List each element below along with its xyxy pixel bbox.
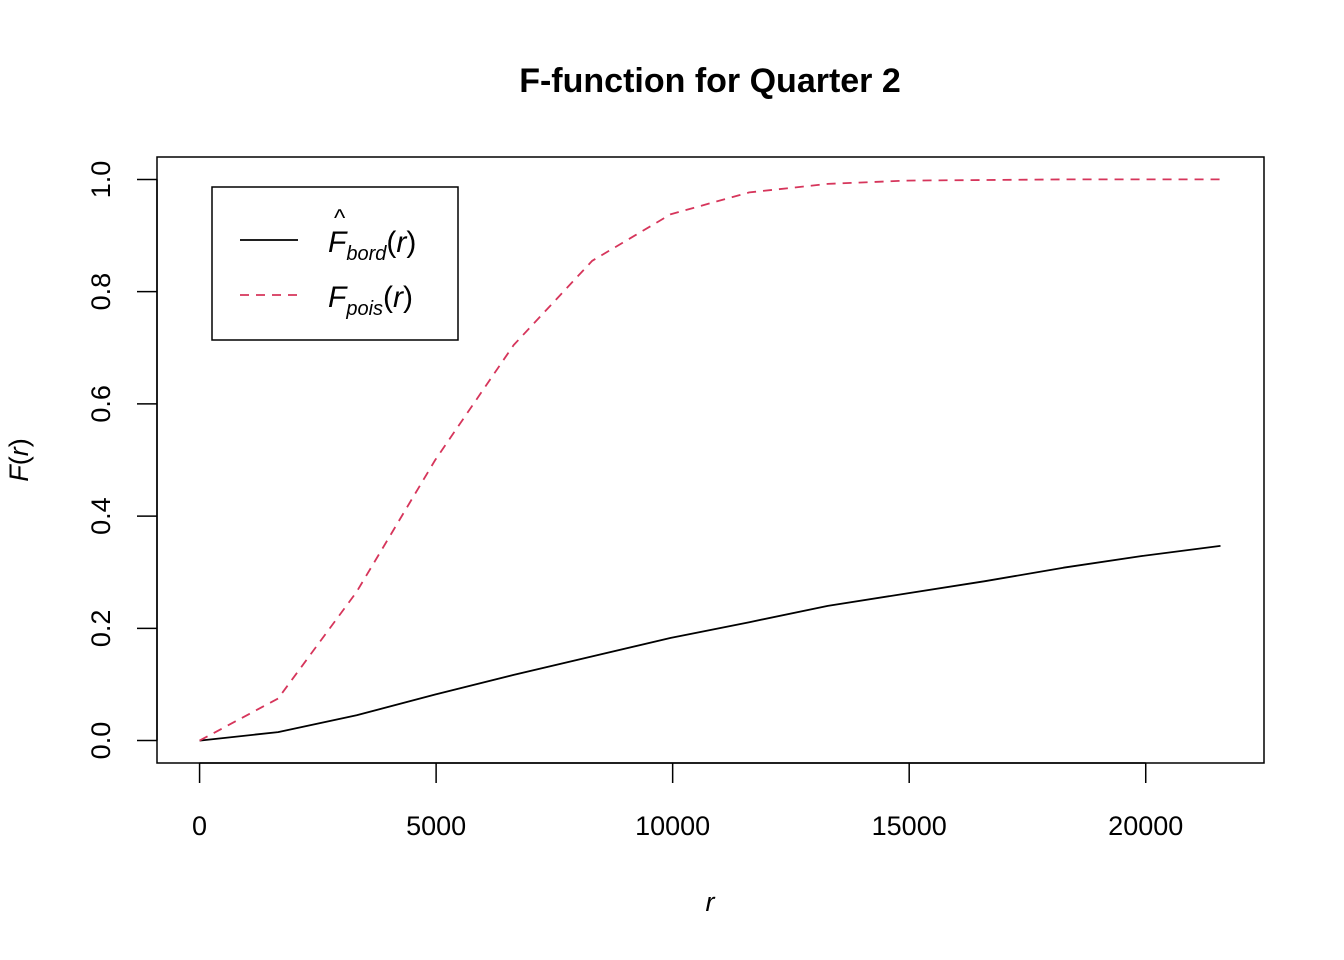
series-layer bbox=[199, 178, 1221, 742]
y-tick-label: 1.0 bbox=[86, 161, 116, 199]
y-tick-label: 0.4 bbox=[86, 497, 116, 535]
legend-paren-close: ) bbox=[406, 226, 416, 259]
legend: Fbord(r)^Fpois(r) bbox=[211, 186, 459, 341]
y-label-symbol: F bbox=[4, 464, 34, 482]
x-axis-label: r bbox=[706, 887, 716, 917]
legend-label-pois: Fpois(r) bbox=[328, 281, 413, 320]
legend-arg: r bbox=[393, 281, 404, 314]
legend-subscript: bord bbox=[346, 243, 387, 265]
legend-symbol: F bbox=[328, 281, 348, 314]
x-tick-label: 0 bbox=[192, 811, 207, 841]
x-tick-label: 20000 bbox=[1108, 811, 1183, 841]
x-tick-label: 10000 bbox=[635, 811, 710, 841]
legend-paren-close: ) bbox=[403, 281, 413, 314]
x-tick-label: 5000 bbox=[406, 811, 466, 841]
legend-paren-open: ( bbox=[386, 226, 396, 259]
y-label-paren-open: ( bbox=[4, 456, 34, 465]
legend-paren-open: ( bbox=[383, 281, 393, 314]
legend-label-bord: Fbord(r) bbox=[328, 226, 416, 265]
series-line-pois bbox=[199, 178, 1221, 742]
y-label-arg: r bbox=[4, 446, 34, 456]
y-axis: 0.0 0.2 0.4 0.6 0.8 1.0 bbox=[86, 161, 158, 760]
legend-hat-accent: ^ bbox=[334, 205, 346, 232]
y-tick-label: 0.6 bbox=[86, 385, 116, 423]
x-axis: 0 5000 10000 15000 20000 bbox=[192, 762, 1183, 841]
legend-subscript: pois bbox=[345, 298, 383, 320]
chart-title: F-function for Quarter 2 bbox=[519, 62, 901, 100]
y-tick-label: 0.8 bbox=[86, 273, 116, 311]
y-axis-label: F(r) bbox=[4, 438, 34, 482]
legend-symbol: F bbox=[328, 226, 348, 259]
x-tick-label: 15000 bbox=[872, 811, 947, 841]
y-label-paren-close: ) bbox=[4, 438, 34, 447]
legend-arg: r bbox=[396, 226, 407, 259]
series-line-bord bbox=[199, 545, 1221, 742]
legend-box bbox=[211, 186, 459, 341]
y-tick-label: 0.0 bbox=[86, 722, 116, 760]
y-tick-label: 0.2 bbox=[86, 610, 116, 648]
